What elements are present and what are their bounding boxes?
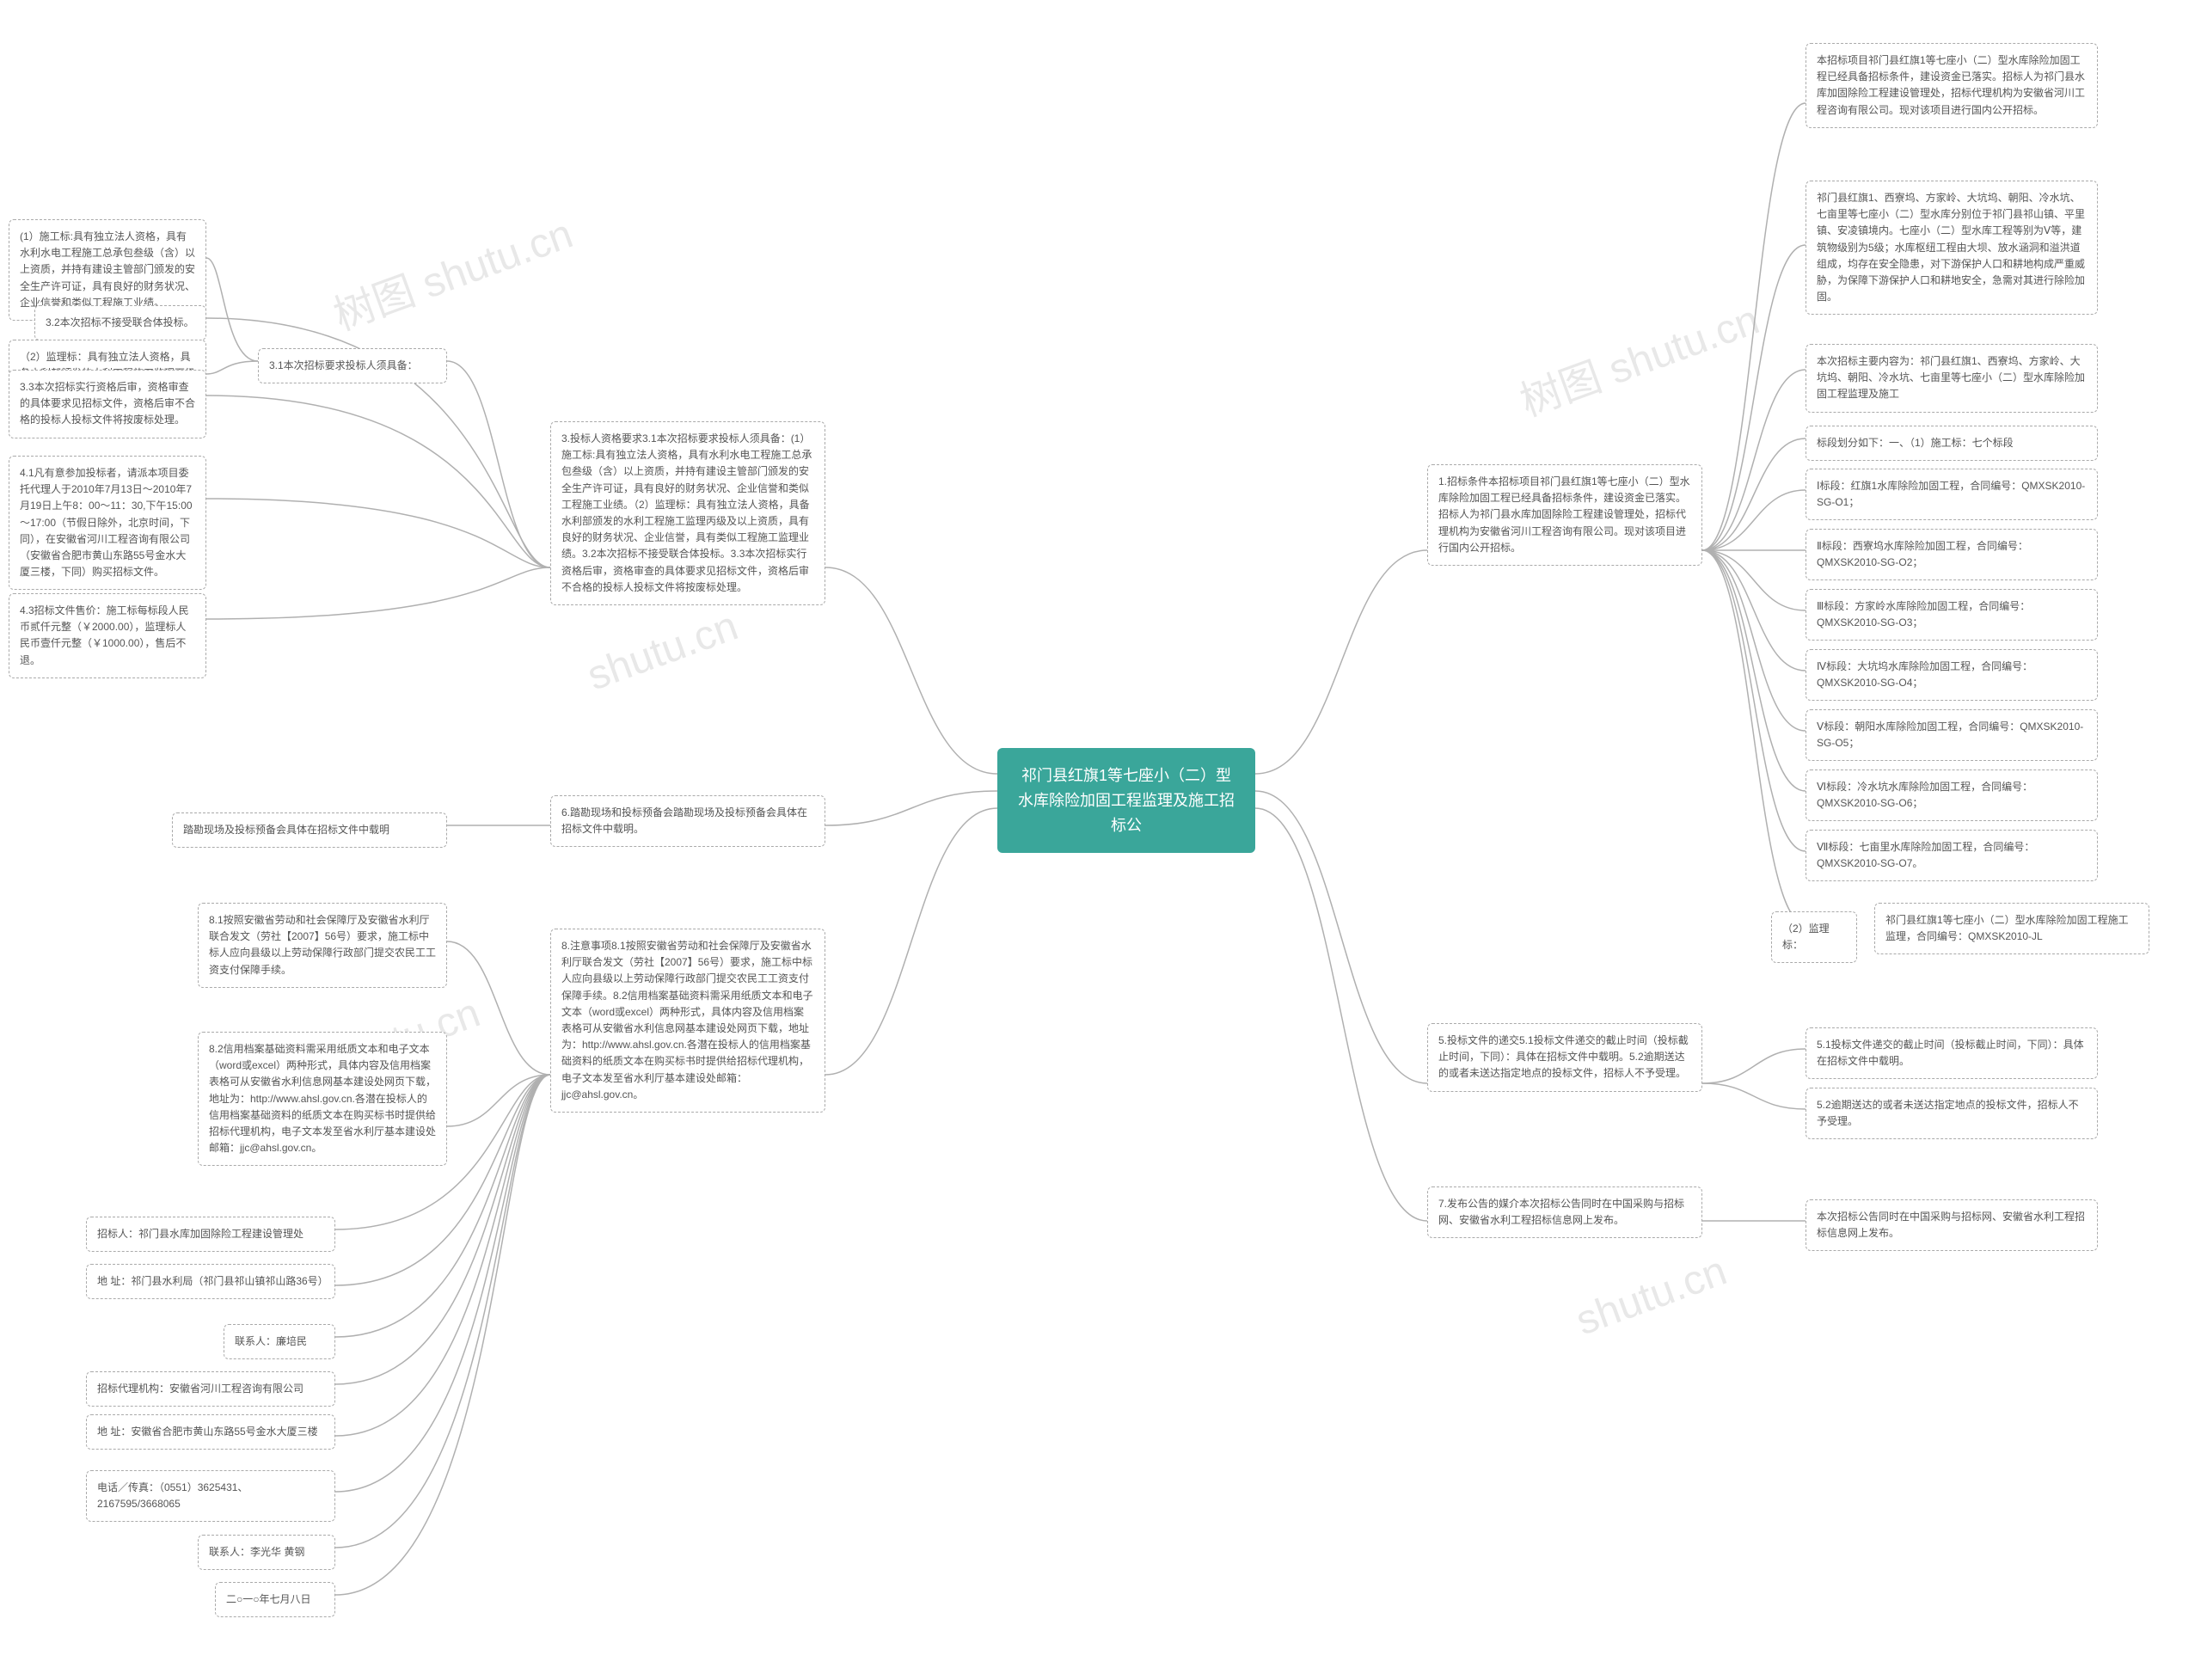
node-r1-b6: Ⅵ标段：冷水坑水库除险加固工程，合同编号：QMXSK2010-SG-O6； (1806, 769, 2098, 821)
node-l6: 6.踏勘现场和投标预备会踏勘现场及投标预备会具体在招标文件中载明。 (550, 795, 825, 847)
node-r1: 1.招标条件本招标项目祁门县红旗1等七座小（二）型水库除险加固工程已经具备招标条… (1427, 464, 1702, 566)
watermark: 树图 shutu.cn (324, 199, 579, 341)
node-r1-b1: Ⅰ标段：红旗1水库除险加固工程，合同编号：QMXSK2010-SG-O1； (1806, 469, 2098, 520)
node-r7: 7.发布公告的媒介本次招标公告同时在中国采购与招标网、安徽省水利工程招标信息网上… (1427, 1186, 1702, 1238)
node-r1-sub3: 本次招标主要内容为：祁门县红旗1、西寮坞、方家岭、大坑坞、朝阳、冷水坑、七亩里等… (1806, 344, 2098, 413)
node-l3-1: 3.1本次招标要求投标人须具备： (258, 348, 447, 383)
node-l8: 8.注意事项8.1按照安徽省劳动和社会保障厅及安徽省水利厅联合发文（劳社【200… (550, 929, 825, 1113)
node-info3: 联系人：廉培民 (224, 1324, 335, 1359)
node-r1-b7: Ⅶ标段：七亩里水库除险加固工程，合同编号：QMXSK2010-SG-O7。 (1806, 830, 2098, 881)
node-r1-b4: Ⅳ标段：大坑坞水库除险加固工程，合同编号：QMXSK2010-SG-O4； (1806, 649, 2098, 701)
node-r1-b8: 祁门县红旗1等七座小（二）型水库除险加固工程施工监理，合同编号：QMXSK201… (1874, 903, 2149, 954)
node-r1-detail: 本招标项目祁门县红旗1等七座小（二）型水库除险加固工程已经具备招标条件，建设资金… (1806, 43, 2098, 128)
node-r1-b5: Ⅴ标段：朝阳水库除险加固工程，合同编号：QMXSK2010-SG-O5； (1806, 709, 2098, 761)
center-node: 祁门县红旗1等七座小（二）型水库除险加固工程监理及施工招标公 (997, 748, 1255, 853)
node-l8-2: 8.2信用档案基础资料需采用纸质文本和电子文本（word或excel）两种形式，… (198, 1032, 447, 1166)
node-r5-sub1: 5.1投标文件递交的截止时间（投标截止时间，下同）：具体在招标文件中载明。 (1806, 1027, 2098, 1079)
node-info2: 地 址：祁门县水利局（祁门县祁山镇祁山路36号） (86, 1264, 335, 1299)
node-r7-sub: 本次招标公告同时在中国采购与招标网、安徽省水利工程招标信息网上发布。 (1806, 1199, 2098, 1251)
watermark: 树图 shutu.cn (1511, 285, 1766, 427)
watermark: shutu.cn (581, 603, 744, 701)
node-info7: 联系人：李光华 黄钢 (198, 1535, 335, 1570)
node-r1-b2: Ⅱ标段：西寮坞水库除险加固工程，合同编号：QMXSK2010-SG-O2； (1806, 529, 2098, 580)
node-r1-b8-label: （2）监理标： (1771, 911, 1857, 963)
node-info5: 地 址：安徽省合肥市黄山东路55号金水大厦三楼 (86, 1414, 335, 1450)
node-l8-1: 8.1按照安徽省劳动和社会保障厅及安徽省水利厅联合发文（劳社【2007】56号）… (198, 903, 447, 988)
node-r1-sub4: 标段划分如下：一、（1）施工标：七个标段 (1806, 426, 2098, 461)
node-l4-3: 4.3招标文件售价：施工标每标段人民币贰仟元整（￥2000.00），监理标人民币… (9, 593, 206, 678)
node-r5-sub2: 5.2逾期送达的或者未送达指定地点的投标文件，招标人不予受理。 (1806, 1088, 2098, 1139)
node-info8: 二○一○年七月八日 (215, 1582, 335, 1617)
node-info4: 招标代理机构：安徽省河川工程咨询有限公司 (86, 1371, 335, 1407)
node-info1: 招标人：祁门县水库加固除险工程建设管理处 (86, 1217, 335, 1252)
node-l3: 3.投标人资格要求3.1本次招标要求投标人须具备：(1）施工标:具有独立法人资格… (550, 421, 825, 605)
node-r1-sub2: 祁门县红旗1、西寮坞、方家岭、大坑坞、朝阳、冷水坑、七亩里等七座小（二）型水库分… (1806, 181, 2098, 315)
node-l3-2: 3.2本次招标不接受联合体投标。 (34, 305, 206, 340)
node-info6: 电话／传真：（0551）3625431、2167595/3668065 (86, 1470, 335, 1522)
watermark: shutu.cn (1570, 1248, 1732, 1346)
node-r1-b3: Ⅲ标段：方家岭水库除险加固工程，合同编号：QMXSK2010-SG-O3； (1806, 589, 2098, 641)
node-l6-sub: 踏勘现场及投标预备会具体在招标文件中载明 (172, 812, 447, 848)
node-l3-3: 3.3本次招标实行资格后审，资格审查的具体要求见招标文件，资格后审不合格的投标人… (9, 370, 206, 438)
node-r5: 5.投标文件的递交5.1投标文件递交的截止时间（投标截止时间，下同）：具体在招标… (1427, 1023, 1702, 1092)
node-l4-1: 4.1凡有意参加投标者，请派本项目委托代理人于2010年7月13日～2010年7… (9, 456, 206, 590)
